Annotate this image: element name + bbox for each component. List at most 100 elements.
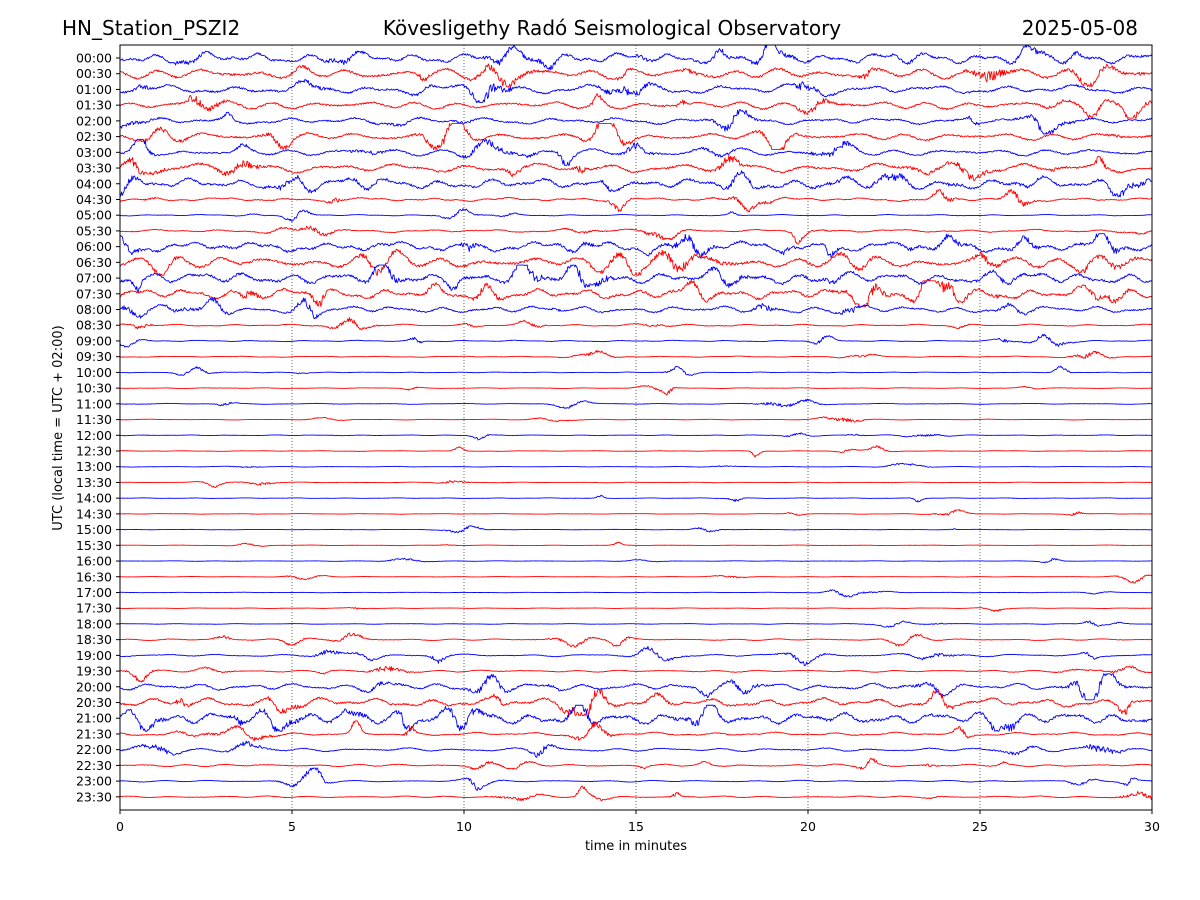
x-tick-label: 25: [972, 819, 988, 834]
y-tick-label: 14:30: [76, 506, 112, 521]
y-tick-label: 15:30: [76, 538, 112, 553]
trace-0500: [119, 208, 1152, 222]
trace-2230: [119, 757, 1153, 770]
y-tick-label: 10:00: [76, 365, 112, 380]
trace-0000: [119, 44, 1153, 71]
date-title: 2025-05-08: [1022, 16, 1138, 40]
trace-1030: [119, 385, 1153, 396]
x-tick-label: 0: [116, 819, 124, 834]
y-tick-label: 12:00: [76, 428, 112, 443]
trace-0230: [119, 123, 1153, 151]
y-tick-label: 05:30: [76, 223, 112, 238]
trace-1600: [119, 557, 1153, 564]
trace-0530: [119, 225, 1153, 245]
trace-1800: [119, 620, 1153, 628]
observatory-title: Kövesligethy Radó Seismological Observat…: [383, 16, 841, 40]
y-tick-label: 06:00: [76, 239, 112, 254]
station-title: HN_Station_PSZI2: [62, 16, 240, 40]
y-tick-label: 13:00: [76, 459, 112, 474]
y-tick-label: 16:30: [76, 569, 112, 584]
y-tick-label: 09:00: [76, 333, 112, 348]
y-tick-label: 02:00: [76, 113, 112, 128]
trace-0900: [119, 333, 1153, 348]
trace-2300: [119, 767, 1153, 791]
y-tick-label: 19:30: [76, 664, 112, 679]
trace-1630: [119, 574, 1153, 584]
x-tick-label: 20: [800, 819, 816, 834]
y-tick-label: 01:00: [76, 82, 112, 97]
trace-0800: [119, 297, 1153, 320]
y-tick-label: 20:30: [76, 695, 112, 710]
trace-0600: [119, 233, 1153, 259]
y-tick-label: 17:30: [76, 601, 112, 616]
y-tick-label: 15:00: [76, 522, 112, 537]
y-tick-label: 11:00: [76, 396, 112, 411]
trace-0200: [119, 108, 1153, 135]
trace-0030: [120, 63, 1153, 88]
y-tick-label: 07:30: [76, 286, 112, 301]
trace-2200: [119, 740, 1153, 758]
trace-2330: [119, 785, 1153, 802]
trace-1830: [119, 632, 1153, 648]
y-tick-label: 03:30: [76, 161, 112, 176]
x-tick-label: 30: [1144, 819, 1160, 834]
trace-2000: [119, 673, 1153, 701]
y-tick-label: 21:30: [76, 726, 112, 741]
x-axis-label: time in minutes: [585, 839, 687, 854]
trace-0930: [119, 350, 1153, 359]
x-tick-label: 5: [288, 819, 296, 834]
y-tick-label: 16:00: [76, 554, 112, 569]
y-tick-label: 02:30: [76, 129, 112, 144]
y-tick-label: 14:00: [76, 491, 112, 506]
trace-0400: [119, 170, 1153, 198]
trace-2100: [119, 704, 1153, 732]
trace-1300: [119, 462, 1153, 468]
y-tick-label: 01:30: [76, 98, 112, 113]
x-tick-labels: 0 5 10 15 20 25 30: [116, 810, 1160, 834]
trace-1900: [119, 645, 1153, 667]
trace-0630: [119, 248, 1153, 276]
trace-1330: [119, 480, 1153, 488]
trace-lines: [119, 44, 1153, 802]
trace-1200: [119, 432, 1153, 441]
y-tick-label: 21:00: [76, 711, 112, 726]
y-tick-label: 11:30: [76, 412, 112, 427]
y-tick-label: 22:00: [76, 742, 112, 757]
trace-2030: [119, 689, 1153, 716]
trace-1730: [119, 607, 1153, 612]
y-tick-label: 00:00: [76, 51, 112, 66]
y-tick-label: 19:00: [76, 648, 112, 663]
trace-0730: [119, 280, 1153, 308]
trace-0330: [119, 154, 1153, 182]
trace-0430: [119, 188, 1153, 213]
y-tick-label: 12:30: [76, 444, 112, 459]
y-tick-label: 05:00: [76, 208, 112, 223]
y-tick-label: 07:00: [76, 271, 112, 286]
y-tick-label: 03:00: [76, 145, 112, 160]
x-tick-label: 10: [456, 819, 472, 834]
trace-1400: [119, 494, 1153, 503]
y-tick-label: 18:30: [76, 632, 112, 647]
y-tick-label: 20:00: [76, 679, 112, 694]
y-tick-label: 09:30: [76, 349, 112, 364]
y-tick-labels: 00:0000:3001:0001:3002:0002:3003:0003:30…: [76, 51, 120, 804]
trace-1130: [119, 416, 1153, 423]
trace-0130: [119, 93, 1153, 119]
y-tick-label: 06:30: [76, 255, 112, 270]
plot-frame: [119, 44, 1153, 811]
vertical-grid: [291, 45, 981, 810]
y-tick-label: 04:00: [76, 176, 112, 191]
trace-1100: [119, 398, 1153, 409]
y-tick-label: 13:30: [76, 475, 112, 490]
y-tick-label: 17:00: [76, 585, 112, 600]
y-tick-label: 08:00: [76, 302, 112, 317]
trace-0830: [119, 317, 1153, 331]
y-tick-label: 10:30: [76, 381, 112, 396]
x-tick-label: 15: [628, 819, 644, 834]
y-tick-label: 23:00: [76, 774, 112, 789]
y-tick-label: 18:00: [76, 616, 112, 631]
y-tick-label: 23:30: [76, 789, 112, 804]
trace-1430: [119, 509, 1153, 517]
y-tick-label: 00:30: [76, 66, 112, 81]
